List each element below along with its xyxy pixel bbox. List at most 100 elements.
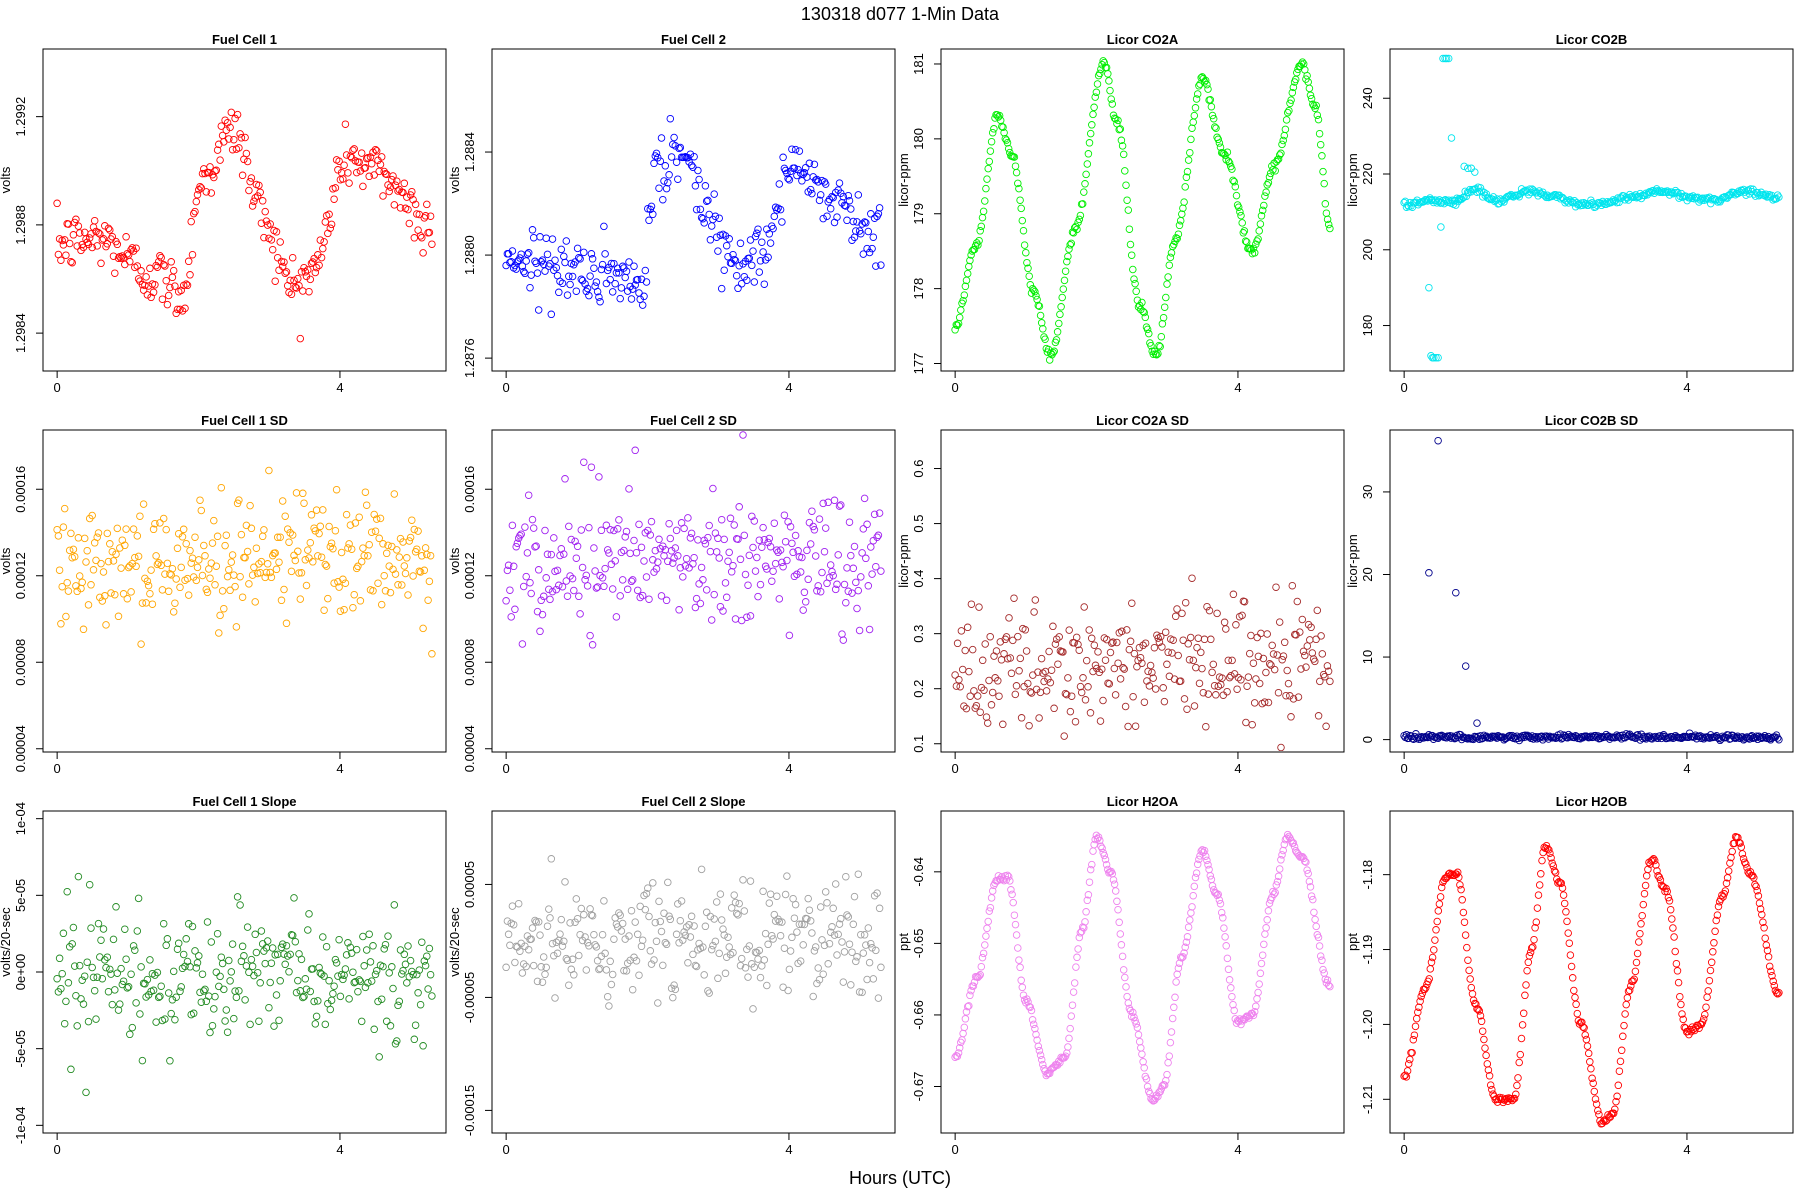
- data-point: [641, 529, 650, 537]
- data-point: [1478, 1027, 1487, 1035]
- data-point: [1039, 1060, 1047, 1069]
- data-point: [715, 949, 723, 958]
- data-point: [247, 174, 256, 182]
- data-point: [951, 326, 959, 334]
- data-point: [1519, 1009, 1528, 1018]
- data-point: [418, 938, 426, 946]
- data-point: [657, 592, 666, 600]
- panel-title: Fuel Cell 1 SD: [201, 413, 288, 428]
- data-point: [859, 949, 868, 957]
- data-point: [1307, 94, 1316, 103]
- data-point: [1077, 688, 1086, 697]
- data-point: [1574, 1016, 1583, 1025]
- data-point: [126, 257, 134, 266]
- data-point: [774, 548, 782, 556]
- data-point: [1637, 920, 1645, 928]
- data-point: [1012, 931, 1021, 939]
- panel-title: Licor CO2B: [1556, 32, 1628, 47]
- data-point: [1188, 903, 1196, 911]
- data-point: [62, 251, 70, 259]
- data-point: [662, 184, 671, 193]
- data-point: [1090, 840, 1098, 849]
- data-point: [1288, 581, 1297, 590]
- data-point: [109, 557, 118, 565]
- data-point: [1247, 631, 1255, 640]
- data-point: [1163, 280, 1171, 288]
- data-point: [1125, 225, 1134, 233]
- data-point: [1000, 650, 1008, 658]
- data-point: [282, 619, 291, 628]
- figure-x-axis-label: Hours (UTC): [849, 1168, 951, 1188]
- data-point: [384, 541, 392, 550]
- data-point: [1188, 124, 1196, 132]
- data-point: [508, 247, 517, 255]
- data-point: [736, 555, 745, 564]
- data-point: [243, 923, 252, 931]
- data-point: [242, 962, 251, 970]
- data-point: [1034, 301, 1043, 310]
- data-point: [804, 894, 812, 903]
- data-point: [393, 1037, 401, 1045]
- data-point: [1759, 734, 1768, 742]
- data-point: [560, 937, 568, 946]
- data-point: [854, 191, 863, 199]
- data-point: [1078, 923, 1087, 931]
- data-point: [1412, 1014, 1421, 1023]
- data-point: [642, 278, 651, 286]
- data-point: [1414, 1008, 1422, 1016]
- data-point: [167, 1009, 175, 1018]
- data-point: [1170, 1003, 1178, 1012]
- data-point: [1085, 626, 1093, 634]
- data-point: [1190, 111, 1199, 120]
- data-point: [586, 631, 594, 640]
- data-point: [845, 196, 854, 205]
- data-point: [79, 625, 88, 634]
- data-point: [860, 931, 869, 939]
- data-point: [739, 431, 747, 439]
- data-point: [1026, 688, 1035, 696]
- panel-title: Licor CO2A SD: [1096, 413, 1189, 428]
- data-point: [1277, 743, 1285, 751]
- data-point: [1309, 100, 1317, 108]
- data-point: [627, 577, 636, 586]
- data-point: [1202, 722, 1210, 731]
- data-point: [1139, 1058, 1147, 1066]
- data-point: [193, 959, 202, 967]
- data-point: [121, 260, 129, 269]
- data-point: [360, 551, 368, 560]
- data-point: [1434, 436, 1442, 445]
- data-point: [1149, 1097, 1158, 1105]
- data-point: [1106, 86, 1114, 95]
- data-point: [1204, 690, 1213, 698]
- data-point: [1089, 110, 1097, 119]
- data-point: [672, 526, 681, 535]
- data-points: [1400, 832, 1783, 1128]
- data-point: [1543, 845, 1552, 853]
- data-point: [789, 548, 797, 557]
- data-point: [1019, 226, 1028, 235]
- data-point: [371, 145, 380, 154]
- data-point: [1254, 988, 1262, 997]
- data-point: [345, 995, 353, 1003]
- data-point: [804, 188, 812, 196]
- data-point: [186, 963, 194, 971]
- data-point: [967, 600, 976, 608]
- data-point: [590, 930, 598, 939]
- data-point: [280, 585, 288, 594]
- data-point: [1670, 188, 1679, 197]
- data-point: [1304, 869, 1312, 878]
- data-point: [711, 937, 720, 946]
- data-point: [988, 688, 997, 697]
- data-point: [85, 234, 94, 242]
- y-tick-label: 0.1: [911, 735, 926, 753]
- data-point: [566, 280, 574, 289]
- data-point: [681, 931, 690, 940]
- data-point: [605, 263, 613, 272]
- data-point: [980, 686, 988, 694]
- data-point: [622, 267, 631, 276]
- data-point: [1267, 661, 1275, 669]
- data-point: [1066, 707, 1075, 716]
- data-point: [1739, 854, 1748, 863]
- data-point: [835, 920, 844, 928]
- data-point: [1318, 956, 1326, 965]
